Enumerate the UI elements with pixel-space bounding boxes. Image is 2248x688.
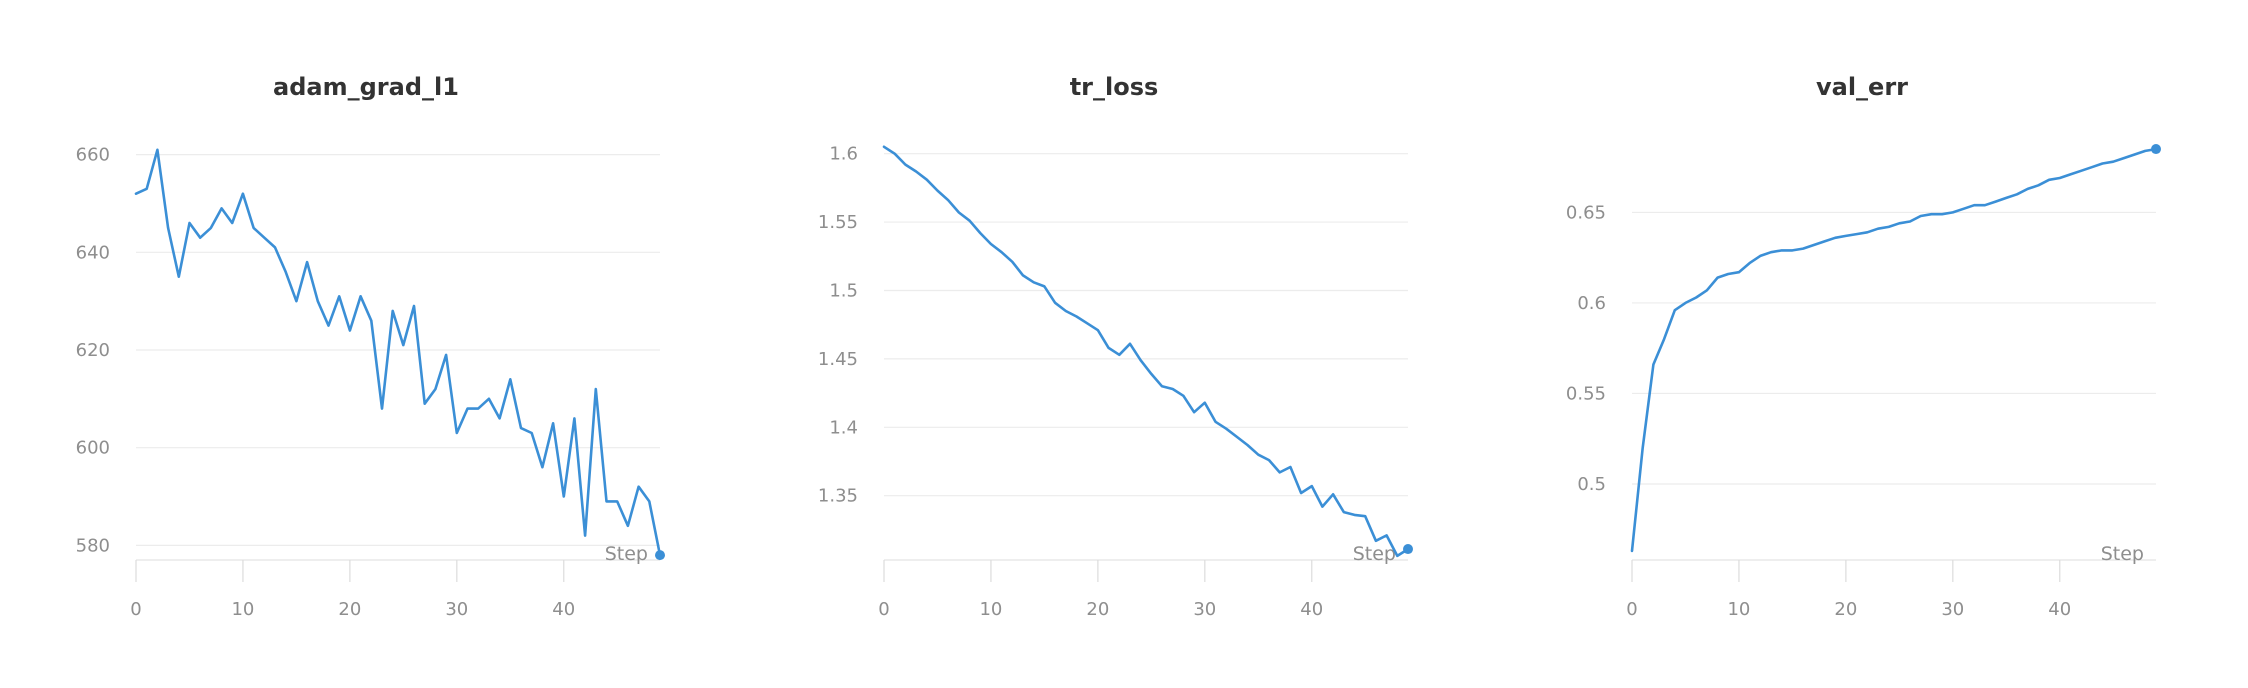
chart-title: val_err bbox=[1816, 73, 1908, 101]
x-tick-label: 20 bbox=[1834, 599, 1857, 620]
chart-adam-grad-l1: adam_grad_l1 580 600 620 640 660 0 10 20 30 40 Step bbox=[76, 73, 665, 620]
chart-title: tr_loss bbox=[1070, 73, 1159, 101]
last-point-marker bbox=[1403, 544, 1413, 555]
y-tick-label: 600 bbox=[76, 438, 110, 459]
x-tick-label: 20 bbox=[338, 599, 361, 620]
y-tick-label: 640 bbox=[76, 242, 110, 263]
chart-title: adam_grad_l1 bbox=[273, 73, 459, 101]
x-axis-label: Step bbox=[2101, 543, 2144, 565]
y-tick-label: 580 bbox=[76, 535, 110, 556]
x-tick-label: 40 bbox=[2048, 599, 2071, 620]
y-tick-label: 1.4 bbox=[829, 417, 858, 438]
x-tick-label: 40 bbox=[552, 599, 575, 620]
series-line bbox=[882, 145, 1410, 558]
y-tick-label: 1.55 bbox=[818, 212, 858, 233]
chart-val-err: val_err 0.5 0.55 0.6 0.65 0 10 20 30 40 Step bbox=[1566, 73, 2161, 620]
chart-panel-val-err: val_err 0.5 0.55 0.6 0.65 0 10 20 30 40 Step bbox=[1496, 0, 2196, 688]
y-tick-label: 660 bbox=[76, 145, 110, 166]
y-tick-label: 1.35 bbox=[818, 486, 858, 507]
y-tick-label: 0.55 bbox=[1566, 383, 1606, 404]
x-tick-label: 20 bbox=[1086, 599, 1109, 620]
x-tick-label: 10 bbox=[979, 599, 1002, 620]
y-tick-label: 0.6 bbox=[1577, 293, 1606, 314]
x-tick-label: 10 bbox=[1727, 599, 1750, 620]
x-tick-label: 30 bbox=[1941, 599, 1964, 620]
y-tick-label: 620 bbox=[76, 340, 110, 361]
x-tick-label: 30 bbox=[445, 599, 468, 620]
chart-tr-loss: tr_loss 1.35 1.4 1.45 1.5 1.55 1.6 0 10 20 30 40 Ste… bbox=[818, 73, 1413, 620]
y-tick-label: 1.5 bbox=[829, 280, 858, 301]
last-point-marker bbox=[655, 550, 665, 561]
chart-panel-tr-loss: tr_loss 1.35 1.4 1.45 1.5 1.55 1.6 0 10 20 30 40 Ste… bbox=[748, 0, 1448, 688]
last-point-marker bbox=[2151, 144, 2161, 155]
series-line bbox=[1630, 147, 2158, 553]
x-axis-label: Step bbox=[1353, 543, 1396, 565]
chart-panel-adam-grad-l1: adam_grad_l1 580 600 620 640 660 0 10 20 30 40 Step bbox=[0, 0, 700, 688]
x-tick-label: 0 bbox=[878, 599, 889, 620]
series-line bbox=[134, 148, 662, 557]
y-tick-label: 0.5 bbox=[1577, 474, 1606, 495]
y-tick-label: 1.45 bbox=[818, 349, 858, 370]
x-tick-label: 40 bbox=[1300, 599, 1323, 620]
x-tick-label: 30 bbox=[1193, 599, 1216, 620]
y-tick-label: 1.6 bbox=[829, 144, 858, 165]
y-tick-label: 0.65 bbox=[1566, 202, 1606, 223]
x-tick-label: 0 bbox=[1626, 599, 1637, 620]
x-axis-label: Step bbox=[605, 543, 648, 565]
x-tick-label: 0 bbox=[130, 599, 141, 620]
x-tick-label: 10 bbox=[231, 599, 254, 620]
